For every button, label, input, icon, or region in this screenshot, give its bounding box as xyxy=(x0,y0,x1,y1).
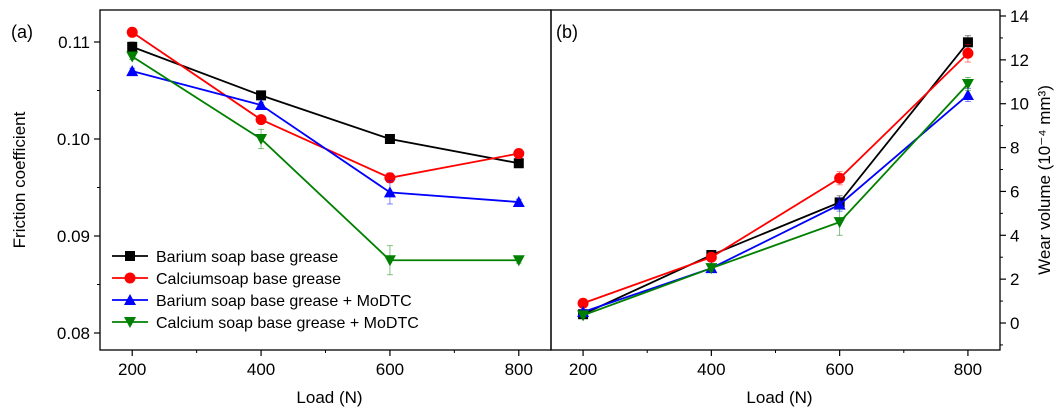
y-axis-label: Friction coefficient xyxy=(10,111,29,248)
data-point xyxy=(126,65,139,77)
legend-label: Barium soap base grease + MoDTC xyxy=(156,293,412,310)
y-tick-label: 0.10 xyxy=(57,130,90,149)
y-tick-label: 2 xyxy=(1010,270,1019,289)
series-4 xyxy=(126,51,525,276)
legend-marker xyxy=(125,251,135,261)
data-point xyxy=(577,310,590,322)
y-tick-label: 0.08 xyxy=(57,324,90,343)
legend-marker xyxy=(124,317,136,328)
x-tick-label: 800 xyxy=(505,360,533,379)
data-point xyxy=(126,51,139,63)
data-point xyxy=(512,255,525,267)
series-line xyxy=(131,31,519,179)
series-line xyxy=(582,83,969,317)
series-line xyxy=(131,70,519,203)
data-point xyxy=(126,26,138,38)
legend: Barium soap base grease Calciumsoap base … xyxy=(112,249,419,332)
series-2 xyxy=(126,26,525,184)
legend-label: Calcium soap base grease + MoDTC xyxy=(156,315,419,332)
x-tick-label: 200 xyxy=(118,360,146,379)
x-tick-label: 400 xyxy=(697,360,725,379)
series-line xyxy=(131,46,519,165)
series-3 xyxy=(126,65,525,208)
series-line xyxy=(131,55,519,262)
data-point xyxy=(255,99,268,111)
series-2 xyxy=(577,44,974,309)
series-4 xyxy=(577,77,974,322)
data-point xyxy=(127,41,138,52)
data-point xyxy=(705,251,717,263)
data-point xyxy=(255,134,268,145)
y-tick-label: 0 xyxy=(1010,314,1019,333)
data-point xyxy=(962,37,973,48)
data-point xyxy=(513,158,524,169)
x-axis-label: Load (N) xyxy=(296,388,362,407)
series-1 xyxy=(127,41,524,169)
wear-panel: 200 400 600 800 Load (N) 0 2 4 6 8 10 12 14 Wear volu… xyxy=(550,7,1054,407)
series-line xyxy=(582,94,969,313)
x-tick-label: 800 xyxy=(954,360,982,379)
data-point xyxy=(833,217,846,229)
y-tick-label: 6 xyxy=(1010,182,1019,201)
data-point xyxy=(255,114,267,126)
data-point xyxy=(383,255,396,267)
legend-marker xyxy=(124,272,136,284)
data-point xyxy=(705,263,718,275)
series-line xyxy=(582,41,969,316)
legend-marker xyxy=(124,294,136,305)
y-tick-label: 4 xyxy=(1010,226,1019,245)
data-point xyxy=(512,196,525,208)
y-tick-label: 0.09 xyxy=(57,227,90,246)
data-point xyxy=(962,47,974,59)
data-point xyxy=(834,172,846,184)
data-point xyxy=(961,88,974,100)
series-line xyxy=(582,52,969,305)
series-3 xyxy=(577,87,974,318)
y-tick-label: 12 xyxy=(1010,51,1029,70)
y-tick-label: 10 xyxy=(1010,95,1029,114)
x-tick-label: 400 xyxy=(247,360,275,379)
panel-label: (a) xyxy=(11,22,33,42)
data-point xyxy=(833,198,846,210)
y-tick-label: 8 xyxy=(1010,139,1019,158)
x-tick-label: 200 xyxy=(569,360,597,379)
x-axis-label: Load (N) xyxy=(746,388,812,407)
data-point xyxy=(513,148,525,160)
data-point xyxy=(577,297,589,309)
legend-label: Calciumsoap base grease xyxy=(156,271,341,288)
series-1 xyxy=(578,35,973,320)
data-point xyxy=(961,78,974,90)
x-tick-label: 600 xyxy=(376,360,404,379)
x-tick-label: 600 xyxy=(825,360,853,379)
plot-frame xyxy=(550,9,1001,351)
data-point xyxy=(383,186,396,198)
friction-panel: 200 400 600 800 Load (N) 0.08 0.09 0.10 0.11 Fric… xyxy=(10,9,552,407)
y-axis-label: Wear volume (10⁻⁴ mm³) xyxy=(1035,85,1054,275)
data-point xyxy=(384,134,395,144)
y-tick-label: 14 xyxy=(1010,7,1029,26)
legend-label: Barium soap base grease xyxy=(156,249,338,266)
panel-label: (b) xyxy=(556,22,578,42)
data-point xyxy=(256,90,267,101)
y-tick-label: 0.11 xyxy=(58,33,90,52)
